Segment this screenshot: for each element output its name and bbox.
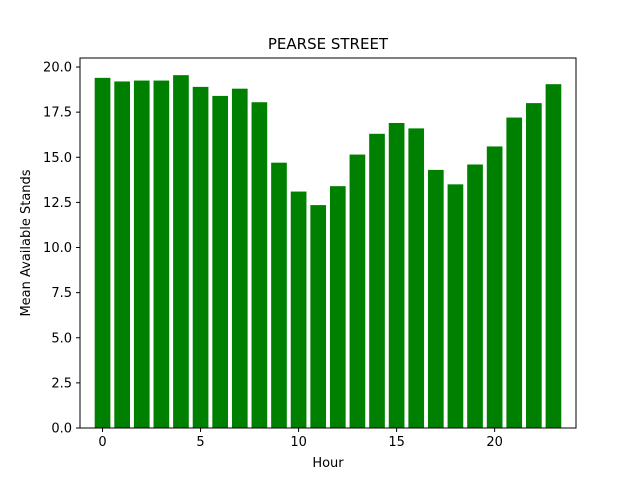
bar-hour-21	[506, 117, 523, 428]
bar-hour-0	[94, 77, 111, 428]
bar-hour-10	[290, 191, 307, 428]
x-tick-label: 5	[196, 435, 204, 450]
chart-title: PEARSE STREET	[268, 35, 389, 53]
x-tick-label: 15	[388, 435, 405, 450]
x-axis-ticks: 0 5 10 15 20	[98, 428, 503, 450]
bar-hour-15	[388, 122, 405, 428]
bar-hour-9	[271, 162, 287, 428]
bar-hour-22	[526, 103, 542, 429]
plot-frame	[79, 57, 577, 429]
bar-hour-11	[310, 205, 327, 428]
bar-hour-8	[251, 102, 268, 428]
bar-hour-17	[427, 169, 444, 428]
bar-hour-19	[467, 164, 483, 429]
y-tick-label: 17.5	[43, 106, 72, 121]
bar-hour-6	[212, 95, 229, 429]
bar-hour-4	[173, 75, 189, 429]
y-tick-label: 7.5	[51, 286, 72, 301]
y-tick-label: 15.0	[43, 151, 72, 166]
bar-hour-16	[408, 128, 425, 428]
bar-hour-13	[349, 154, 366, 428]
y-tick-label: 10.0	[43, 241, 72, 256]
bar-hour-5	[192, 86, 209, 428]
bar-hour-18	[447, 184, 464, 428]
y-tick-label: 2.5	[51, 376, 72, 391]
bar-hour-23	[545, 84, 562, 429]
y-axis-title: Mean Available Stands	[19, 169, 34, 316]
bar-hour-2	[133, 80, 150, 428]
bars-layer	[94, 75, 562, 429]
x-axis-title: Hour	[312, 456, 344, 471]
bar-hour-14	[369, 133, 385, 429]
bar-hour-3	[153, 80, 170, 428]
y-tick-label: 5.0	[51, 331, 72, 346]
bar-hour-12	[329, 186, 346, 428]
y-tick-label: 20.0	[43, 61, 72, 76]
x-tick-label: 10	[290, 435, 307, 450]
x-tick-label: 20	[486, 435, 503, 450]
bar-hour-1	[114, 81, 130, 429]
bar-hour-7	[231, 88, 248, 429]
y-tick-label: 0.0	[51, 422, 72, 437]
y-axis-ticks: 0.0 2.5 5.0 7.5 10.0 12.5 15.0 17.5 20.0	[43, 61, 80, 437]
y-tick-label: 12.5	[43, 196, 72, 211]
x-tick-label: 0	[98, 435, 106, 450]
bar-hour-20	[486, 146, 503, 428]
